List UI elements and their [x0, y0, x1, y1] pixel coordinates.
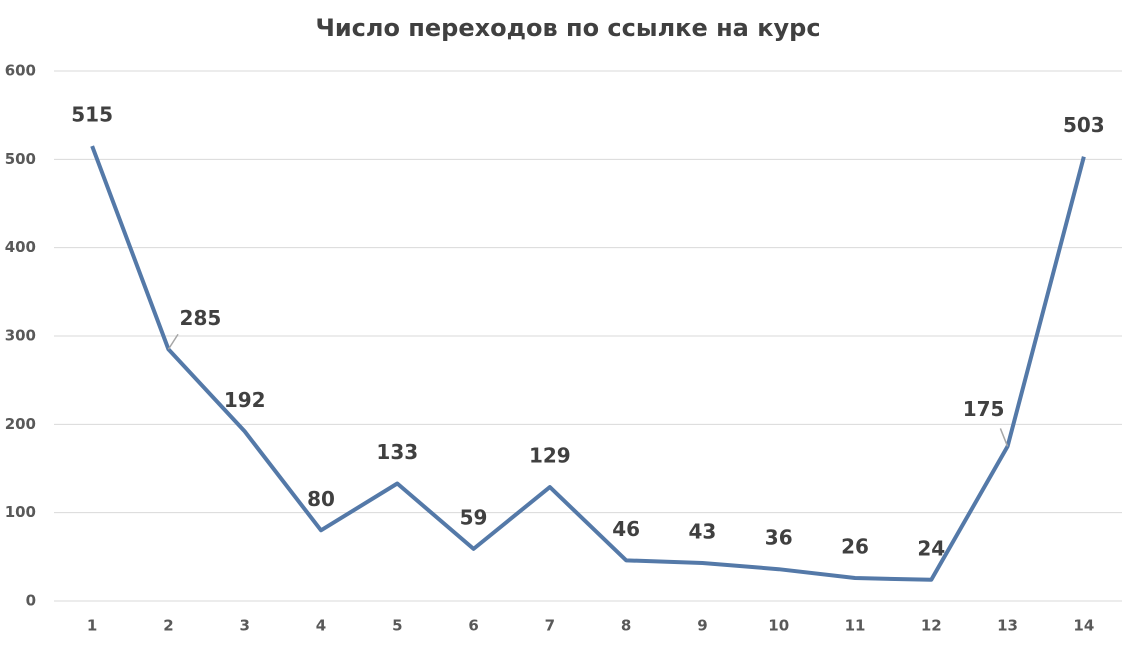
x-tick-label: 14	[1073, 617, 1094, 635]
data-label: 36	[765, 526, 793, 550]
x-tick-label: 2	[163, 617, 173, 635]
x-tick-label: 9	[697, 617, 707, 635]
data-label: 26	[841, 535, 869, 559]
y-tick-label: 200	[5, 415, 36, 433]
x-tick-label: 3	[239, 617, 249, 635]
data-label: 24	[917, 536, 945, 560]
y-tick-label: 100	[5, 503, 36, 521]
y-tick-label: 500	[5, 150, 36, 168]
x-tick-label: 10	[768, 617, 789, 635]
x-tick-label: 8	[621, 617, 631, 635]
x-tick-label: 1	[87, 617, 97, 635]
x-tick-label: 12	[921, 617, 942, 635]
y-tick-label: 400	[5, 238, 36, 256]
data-label: 503	[1063, 113, 1105, 137]
y-tick-label: 300	[5, 327, 36, 345]
data-label: 175	[963, 397, 1005, 421]
leader-line	[167, 333, 179, 350]
y-tick-label: 600	[5, 62, 36, 80]
data-label: 133	[376, 440, 418, 464]
leader-line	[999, 428, 1009, 447]
x-tick-label: 6	[468, 617, 478, 635]
data-label: 285	[180, 306, 222, 330]
data-label: 515	[71, 103, 113, 127]
y-tick-label: 0	[26, 592, 36, 610]
data-label: 129	[529, 444, 571, 468]
data-label: 46	[612, 517, 640, 541]
x-tick-label: 4	[316, 617, 326, 635]
chart-title: Число переходов по ссылке на курс	[315, 14, 820, 42]
line	[90, 145, 1086, 582]
data-label: 59	[460, 505, 488, 529]
x-tick-label: 11	[845, 617, 866, 635]
data-label: 43	[689, 520, 717, 544]
data-label: 80	[307, 487, 335, 511]
data-label: 192	[224, 388, 266, 412]
x-tick-label: 13	[997, 617, 1018, 635]
x-tick-label: 5	[392, 617, 402, 635]
x-tick-label: 7	[545, 617, 555, 635]
